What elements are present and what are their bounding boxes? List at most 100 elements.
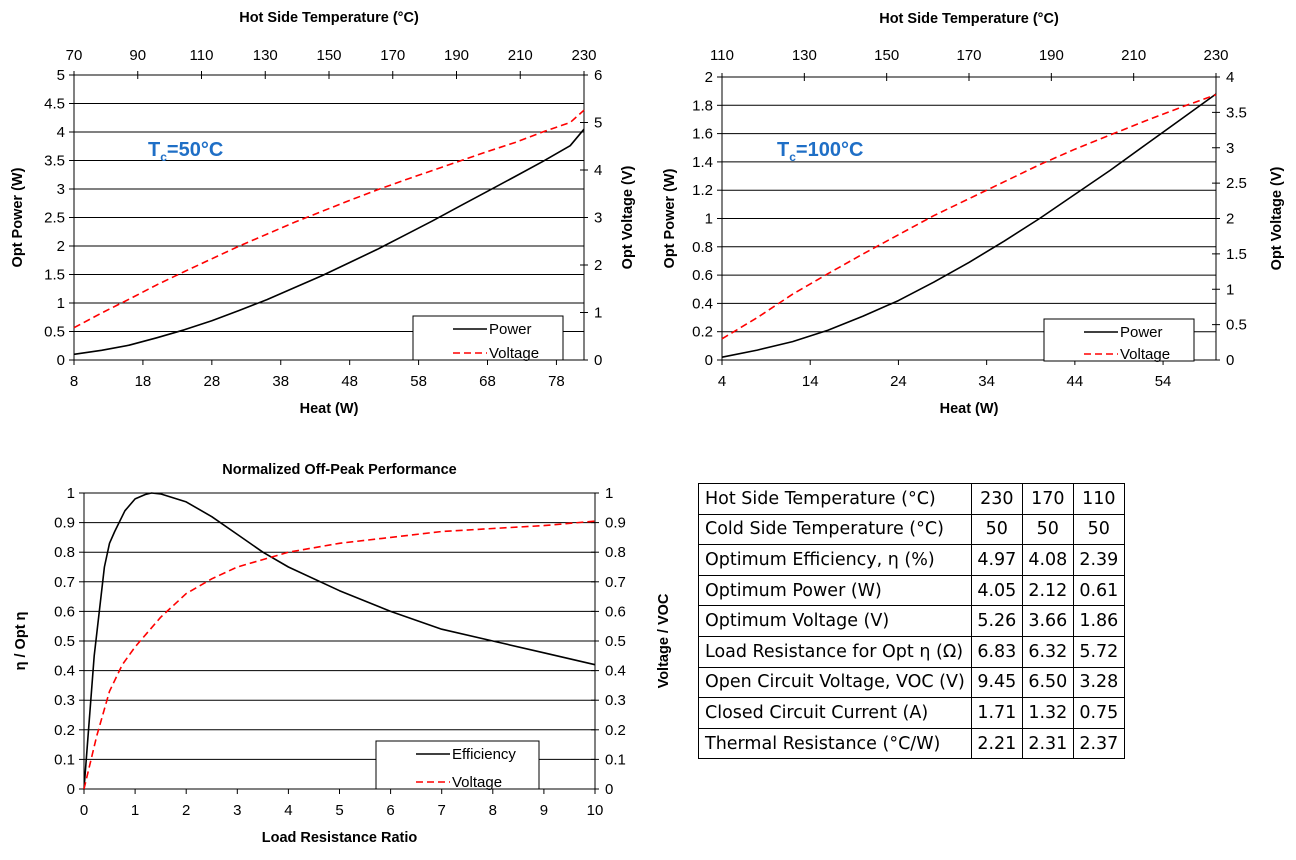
table-cell: 4.05 [970, 574, 1023, 607]
legend-label: Voltage [1120, 346, 1170, 363]
table-cell: 5.26 [970, 605, 1023, 637]
y-tick-label: 0 [57, 352, 65, 369]
table-cell: 2.21 [970, 727, 1023, 760]
top-axis-title: Hot Side Temperature (°C) [239, 10, 419, 26]
legend-label: Efficiency [452, 746, 516, 763]
x-tick-label: 78 [548, 373, 565, 390]
y2-tick-label: 0.8 [605, 544, 626, 561]
y2-tick-label: 0.5 [1226, 317, 1247, 334]
row-label: Thermal Resistance (°C/W) [698, 727, 972, 760]
x-tick-label: 4 [718, 373, 726, 390]
table-cell: 6.32 [1021, 635, 1074, 668]
y-tick-label: 2 [57, 238, 65, 255]
y2-tick-label: 1 [594, 305, 602, 322]
temperature-annotation: Tc=100°C [777, 139, 863, 164]
x-tick-label: 28 [203, 373, 220, 390]
row-label: Cold Side Temperature (°C) [698, 513, 972, 546]
y2-tick-label: 3.5 [1226, 104, 1247, 121]
y2-axis-label: Opt Voltage (V) [1269, 167, 1285, 271]
y-tick-label: 0.4 [692, 295, 713, 312]
y2-tick-label: 0 [594, 352, 602, 369]
table-row: Open Circuit Voltage, VOC (V) 9.45 6.50 3.2… [698, 666, 1125, 699]
top-axis-title: Hot Side Temperature (°C) [879, 11, 1059, 27]
y-tick-label: 0.8 [54, 544, 75, 561]
y-tick-label: 4.5 [44, 96, 65, 113]
y-tick-label: 0.9 [54, 515, 75, 532]
y2-axis-label: Opt Voltage (V) [620, 166, 636, 270]
table-cell: 4.08 [1021, 544, 1074, 576]
top-tick-label: 210 [508, 47, 533, 64]
y-tick-label: 3.5 [44, 153, 65, 170]
top-tick-label: 190 [444, 47, 469, 64]
y-tick-label: 0.2 [54, 722, 75, 739]
y2-tick-label: 4 [1226, 69, 1234, 86]
x-tick-label: 34 [978, 373, 995, 390]
x-tick-label: 9 [540, 802, 548, 819]
y-tick-label: 1.8 [692, 97, 713, 114]
legend-label: Power [1120, 324, 1163, 341]
top-tick-label: 210 [1121, 47, 1146, 64]
y2-tick-label: 0.6 [605, 603, 626, 620]
x-tick-label: 48 [341, 373, 358, 390]
series-line-voltage [83, 520, 596, 790]
table-cell: 50 [1021, 513, 1074, 546]
top-tick-label: 130 [253, 47, 278, 64]
top-tick-label: 110 [710, 47, 734, 64]
y-tick-label: 1 [67, 485, 75, 502]
x-tick-label: 10 [587, 802, 604, 819]
y-tick-label: 0 [67, 781, 75, 798]
x-tick-label: 6 [386, 802, 394, 819]
y2-tick-label: 0.3 [605, 692, 626, 709]
table-cell: 2.39 [1072, 544, 1125, 576]
y2-tick-label: 4 [594, 162, 602, 179]
y2-tick-label: 1 [1226, 281, 1234, 298]
x-tick-label: 5 [335, 802, 343, 819]
x-tick-label: 58 [410, 373, 427, 390]
top-tick-label: 130 [792, 47, 817, 64]
y2-tick-label: 2.5 [1226, 175, 1247, 192]
y-axis-label: Opt Power (W) [662, 168, 678, 268]
y-tick-label: 0.5 [54, 633, 75, 650]
y-tick-label: 2 [705, 69, 713, 86]
table-cell: 6.50 [1021, 666, 1074, 699]
top-tick-label: 170 [380, 47, 405, 64]
top-tick-label: 150 [316, 47, 341, 64]
chart-title: Normalized Off-Peak Performance [222, 462, 457, 478]
series-line-power [73, 128, 585, 356]
x-tick-label: 54 [1155, 373, 1172, 390]
table-row: Optimum Voltage (V) 5.26 3.66 1.86 [698, 605, 1125, 637]
y-tick-label: 1.6 [692, 126, 713, 143]
y-tick-label: 0.6 [54, 603, 75, 620]
y-tick-label: 0.5 [44, 324, 65, 341]
x-tick-label: 44 [1067, 373, 1084, 390]
top-tick-label: 110 [190, 47, 214, 64]
table-cell: 110 [1072, 483, 1125, 515]
row-label: Optimum Voltage (V) [698, 605, 972, 637]
legend-box [375, 740, 540, 790]
x-tick-label: 24 [890, 373, 907, 390]
table-cell: 0.75 [1072, 697, 1125, 729]
y-tick-label: 0.2 [692, 324, 713, 341]
legend-label: Power [489, 321, 532, 338]
table-row: Closed Circuit Current (A) 1.71 1.32 0.75 [698, 697, 1125, 729]
y2-tick-label: 3 [1226, 140, 1234, 157]
table-cell: 2.31 [1021, 727, 1074, 760]
series-line-voltage [721, 93, 1217, 340]
y-tick-label: 0.7 [54, 574, 75, 591]
table-cell: 50 [970, 513, 1023, 546]
x-tick-label: 38 [272, 373, 289, 390]
y2-tick-label: 0 [1226, 352, 1234, 369]
x-tick-label: 68 [479, 373, 496, 390]
top-tick-label: 190 [1039, 47, 1064, 64]
legend-box [1043, 318, 1195, 362]
y2-tick-label: 1.5 [1226, 246, 1247, 263]
top-tick-label: 170 [956, 47, 981, 64]
table-cell: 3.66 [1021, 605, 1074, 637]
row-label: Closed Circuit Current (A) [698, 697, 972, 729]
table-cell: 170 [1021, 483, 1074, 515]
legend-label: Voltage [489, 345, 539, 362]
legend-label: Voltage [452, 774, 502, 791]
y2-tick-label: 1 [605, 485, 613, 502]
y-tick-label: 3 [57, 181, 65, 198]
